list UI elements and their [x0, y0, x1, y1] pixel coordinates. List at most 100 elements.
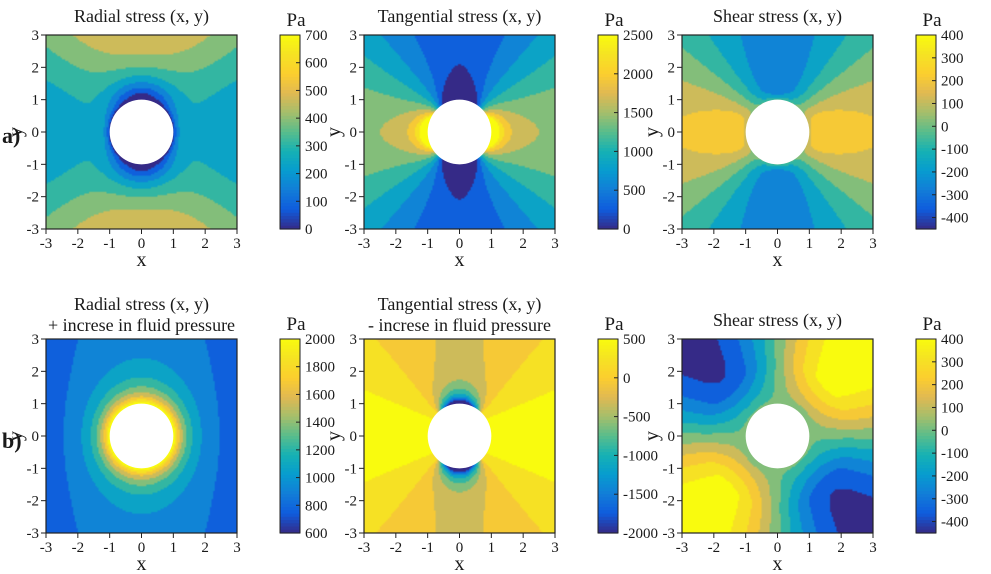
colorbar-tick-label: 0	[941, 119, 949, 135]
colorbar-segment	[280, 157, 300, 162]
colorbar-segment	[916, 57, 936, 62]
colorbar-segment	[280, 471, 300, 476]
x-tick-label: -1	[739, 540, 752, 556]
colorbar-segment	[916, 432, 936, 437]
y-axis-label: y	[323, 127, 345, 137]
colorbar-tick-label: 1400	[305, 415, 335, 431]
colorbar-segment	[280, 384, 300, 389]
y-tick-label: 0	[350, 429, 358, 445]
colorbar-segment	[280, 148, 300, 152]
y-tick-label: -3	[663, 526, 676, 542]
colorbar-segment	[598, 144, 618, 149]
colorbar-segment	[280, 170, 300, 175]
colorbar-segment	[598, 67, 618, 72]
x-tick-label: -1	[421, 540, 434, 556]
colorbar-segment	[598, 167, 618, 172]
colorbar-segment	[598, 348, 618, 353]
x-tick-label: -2	[390, 540, 403, 556]
colorbar-segment	[916, 119, 936, 123]
colorbar-frame	[915, 34, 937, 230]
colorbar-tick-label: -500	[623, 410, 651, 426]
colorbar-segment	[280, 468, 300, 473]
colorbar-segment	[280, 351, 300, 356]
colorbar-segment	[280, 400, 300, 405]
colorbar-segment	[598, 196, 618, 201]
colorbar-segment	[598, 80, 618, 85]
colorbar-segment	[916, 429, 936, 434]
colorbar-segment	[598, 77, 618, 81]
hole	[109, 99, 174, 165]
colorbar-segment	[598, 516, 618, 521]
colorbar-segment	[280, 429, 300, 434]
y-tick-label: -2	[345, 494, 358, 510]
colorbar-segment	[598, 484, 618, 489]
colorbar-segment	[598, 465, 618, 469]
colorbar-tick-label: 200	[305, 167, 328, 183]
colorbar-segment	[280, 458, 300, 463]
row-label-a: a)	[2, 123, 20, 148]
colorbar-segment	[598, 474, 618, 479]
colorbar-segment	[916, 361, 936, 366]
colorbar-segment	[280, 115, 300, 120]
colorbar-segment	[916, 180, 936, 185]
colorbar-segment	[280, 500, 300, 505]
colorbar-segment	[916, 154, 936, 159]
colorbar-segment	[598, 219, 618, 224]
colorbar-segment	[280, 47, 300, 52]
x-tick-label: 3	[551, 540, 559, 556]
colorbar-segment	[280, 83, 300, 88]
colorbar-segment	[916, 355, 936, 359]
colorbar-segment	[916, 35, 936, 39]
colorbar-segment	[598, 119, 618, 123]
colorbar-tick-label: 100	[941, 400, 964, 416]
y-tick-label: 1	[668, 397, 676, 413]
colorbar-segment	[916, 516, 936, 521]
colorbar-segment	[280, 432, 300, 437]
chart-title: Tangential stress (x, y)	[378, 6, 542, 27]
stress-panel: -3 -2 -1 0 1 2 3 3 2 1 0 -1 -2 -3 x y Radial stress (x, …	[5, 294, 335, 574]
x-axis-label: x	[455, 553, 465, 574]
colorbar-segment	[598, 57, 618, 62]
y-tick-label: 1	[668, 93, 676, 109]
colorbar-unit: Pa	[605, 314, 625, 335]
colorbar-segment	[916, 526, 936, 531]
colorbar-tick-label: 1000	[623, 144, 653, 160]
colorbar-segment	[280, 474, 300, 479]
colorbar-segment	[280, 364, 300, 369]
colorbar-segment	[598, 368, 618, 372]
colorbar-segment	[916, 487, 936, 492]
y-tick-label: -2	[27, 494, 40, 510]
y-tick-label: -2	[663, 494, 676, 510]
colorbar-unit: Pa	[605, 10, 625, 31]
colorbar-tick-label: -400	[941, 211, 969, 227]
y-tick-label: 0	[668, 125, 676, 141]
colorbar-segment	[916, 193, 936, 198]
colorbar-segment	[280, 57, 300, 62]
colorbar-segment	[916, 468, 936, 473]
colorbar-tick-label: 400	[941, 332, 964, 348]
colorbar-segment	[916, 212, 936, 217]
colorbar-tick-label: 200	[941, 74, 964, 90]
colorbar-segment	[916, 497, 936, 502]
stress-panel: -3 -2 -1 0 1 2 3 3 2 1 0 -1 -2 -3 x y Tangential stress …	[323, 294, 658, 574]
colorbar-segment	[280, 132, 300, 136]
colorbar-segment	[916, 93, 936, 98]
x-tick-label: 0	[456, 540, 464, 556]
x-tick-label: 3	[869, 236, 877, 252]
colorbar-segment	[280, 177, 300, 182]
x-tick-label: -2	[72, 236, 85, 252]
x-tick-label: -3	[358, 540, 371, 556]
y-tick-label: 0	[668, 429, 676, 445]
colorbar-segment	[916, 529, 936, 534]
y-tick-label: 2	[32, 60, 40, 76]
colorbar-tick-label: 2500	[623, 28, 653, 44]
x-tick-label: 0	[138, 540, 146, 556]
colorbar-segment	[280, 445, 300, 450]
colorbar-segment	[916, 216, 936, 220]
colorbar-segment	[598, 413, 618, 418]
colorbar-segment	[916, 157, 936, 162]
y-tick-label: -3	[345, 526, 358, 542]
colorbar-segment	[916, 523, 936, 528]
y-tick-label: 1	[350, 93, 358, 109]
colorbar-segment	[598, 461, 618, 466]
